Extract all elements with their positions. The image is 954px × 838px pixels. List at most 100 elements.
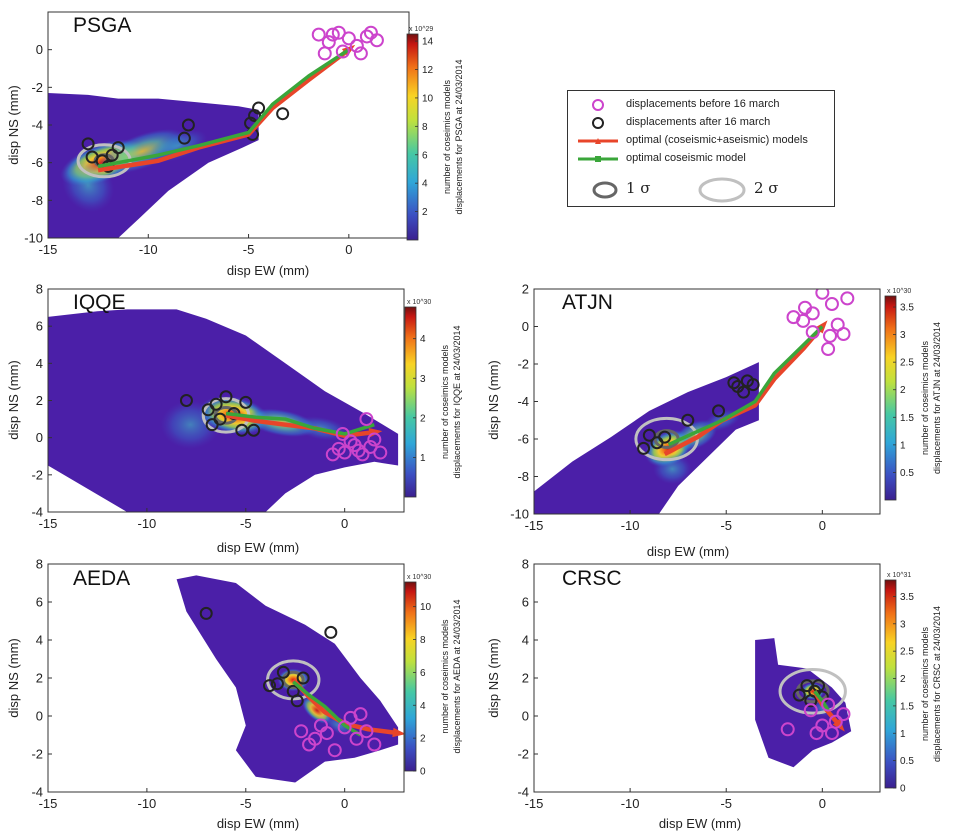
colorbar-tick-label: 4 bbox=[420, 334, 426, 345]
density-blob bbox=[160, 400, 221, 449]
x-axis-label: disp EW (mm) bbox=[217, 540, 299, 555]
station-title: PSGA bbox=[73, 14, 131, 37]
point-before bbox=[359, 412, 374, 427]
colorbar-tick-label: 0 bbox=[900, 784, 906, 795]
colorbar bbox=[884, 579, 897, 789]
path-optimal-co bbox=[97, 48, 350, 169]
legend-symbol-after bbox=[592, 117, 604, 129]
y-tick-label: 0 bbox=[36, 430, 43, 445]
point-before bbox=[294, 724, 309, 739]
colorbar-label-station: displacements for CRSC at 24/03/2014 bbox=[932, 606, 942, 762]
x-tick-label: 0 bbox=[341, 796, 348, 811]
point-after bbox=[658, 430, 672, 444]
point-after bbox=[247, 423, 261, 437]
y-tick-label: 4 bbox=[36, 356, 43, 371]
point-before bbox=[805, 325, 820, 340]
colorbar-tick-label: 2 bbox=[900, 674, 906, 685]
point-before bbox=[353, 707, 368, 722]
point-before bbox=[341, 31, 356, 46]
path-optimal-both-head bbox=[832, 718, 845, 732]
colorbar-tick-label: 2 bbox=[420, 413, 426, 424]
point-before bbox=[836, 707, 851, 722]
y-tick-label: 2 bbox=[522, 671, 529, 686]
point-before bbox=[373, 445, 388, 460]
colorbar-tick-label: 3 bbox=[420, 374, 426, 385]
colorbar-tick-label: 8 bbox=[420, 635, 426, 646]
x-tick-label: 0 bbox=[819, 518, 826, 533]
y-tick-label: -4 bbox=[31, 785, 43, 800]
point-after bbox=[276, 107, 290, 121]
y-tick-label: -10 bbox=[510, 507, 529, 522]
y-axis-label: disp NS (mm) bbox=[6, 85, 21, 164]
colorbar-tick-label: 1.5 bbox=[900, 701, 914, 712]
y-tick-label: 0 bbox=[522, 709, 529, 724]
point-before bbox=[349, 38, 364, 53]
colorbar-tick-label: 10 bbox=[422, 93, 434, 104]
colorbar-label: number of coseimics models bbox=[442, 79, 452, 194]
point-after bbox=[637, 441, 651, 455]
path-optimal-both-head bbox=[392, 727, 404, 738]
legend-symbol-sigma1 bbox=[592, 181, 618, 199]
x-tick-label: -10 bbox=[137, 796, 156, 811]
y-axis-label: disp NS (mm) bbox=[6, 638, 21, 717]
y-axis-label: disp NS (mm) bbox=[486, 638, 501, 717]
x-tick-label: -5 bbox=[240, 796, 252, 811]
y-tick-label: 6 bbox=[36, 595, 43, 610]
y-tick-label: 2 bbox=[36, 671, 43, 686]
point-before bbox=[351, 443, 366, 458]
colorbar-label: number of coseimics models bbox=[920, 626, 930, 741]
y-tick-label: 6 bbox=[36, 319, 43, 334]
colorbar-tick-label: 1.5 bbox=[900, 413, 914, 424]
axes-box bbox=[533, 563, 881, 793]
legend-row-sigma: 1 σ 2 σ bbox=[588, 176, 828, 204]
point-before bbox=[798, 300, 813, 315]
x-axis-label: disp EW (mm) bbox=[227, 263, 309, 278]
legend-symbol-before bbox=[592, 99, 604, 111]
point-after bbox=[270, 677, 284, 691]
point-before bbox=[355, 447, 370, 462]
point-after bbox=[804, 694, 818, 708]
point-after bbox=[177, 131, 191, 145]
legend-label-sigma1: 1 σ bbox=[626, 179, 651, 197]
point-before bbox=[319, 726, 334, 741]
y-tick-label: -2 bbox=[517, 747, 529, 762]
panel-aeda: -15 -10 -5 0 -4 -2 0 2 4 6 8 disp EW (mm) disp NS (m… bbox=[6, 557, 462, 832]
point-before bbox=[335, 426, 350, 441]
colorbar-tick-label: 1 bbox=[420, 453, 426, 464]
point-before bbox=[823, 328, 838, 343]
y-tick-label: -2 bbox=[31, 80, 43, 95]
point-before bbox=[367, 432, 382, 447]
y-tick-label: 8 bbox=[36, 557, 43, 572]
point-after bbox=[239, 395, 253, 409]
colorbar-label: number of coseimics models bbox=[920, 340, 930, 455]
point-after bbox=[181, 118, 195, 132]
station-title: CRSC bbox=[562, 567, 622, 590]
legend: displacements before 16 march displaceme… bbox=[567, 90, 835, 207]
colorbar-tick-label: 4 bbox=[422, 179, 428, 190]
x-tick-label: -5 bbox=[240, 516, 252, 531]
y-tick-label: 2 bbox=[522, 282, 529, 297]
y-tick-label: 0 bbox=[36, 709, 43, 724]
colorbar bbox=[406, 33, 419, 241]
y-tick-label: 4 bbox=[36, 633, 43, 648]
y-tick-label: 8 bbox=[522, 557, 529, 572]
point-before bbox=[353, 46, 368, 61]
colorbar-tick-label: 3 bbox=[900, 619, 906, 630]
y-tick-label: -8 bbox=[517, 469, 529, 484]
sigma2-ellipse bbox=[778, 667, 847, 715]
colorbar-label-station: displacements for PSGA at 24/03/2014 bbox=[454, 59, 464, 214]
point-before bbox=[349, 731, 364, 746]
colorbar-label-station: displacements for ATJN at 24/03/2014 bbox=[932, 322, 942, 474]
point-after bbox=[727, 376, 741, 390]
colorbar-label: number of coseimics models bbox=[440, 619, 450, 734]
colorbar bbox=[404, 581, 417, 772]
point-after bbox=[201, 403, 215, 417]
density-blob bbox=[302, 696, 332, 724]
colorbar-exponent: x 10^30 bbox=[887, 288, 911, 295]
point-after bbox=[642, 428, 656, 442]
colorbar-tick-label: 3.5 bbox=[900, 592, 914, 603]
point-before bbox=[796, 313, 811, 328]
colorbar-tick-label: 6 bbox=[422, 150, 428, 161]
